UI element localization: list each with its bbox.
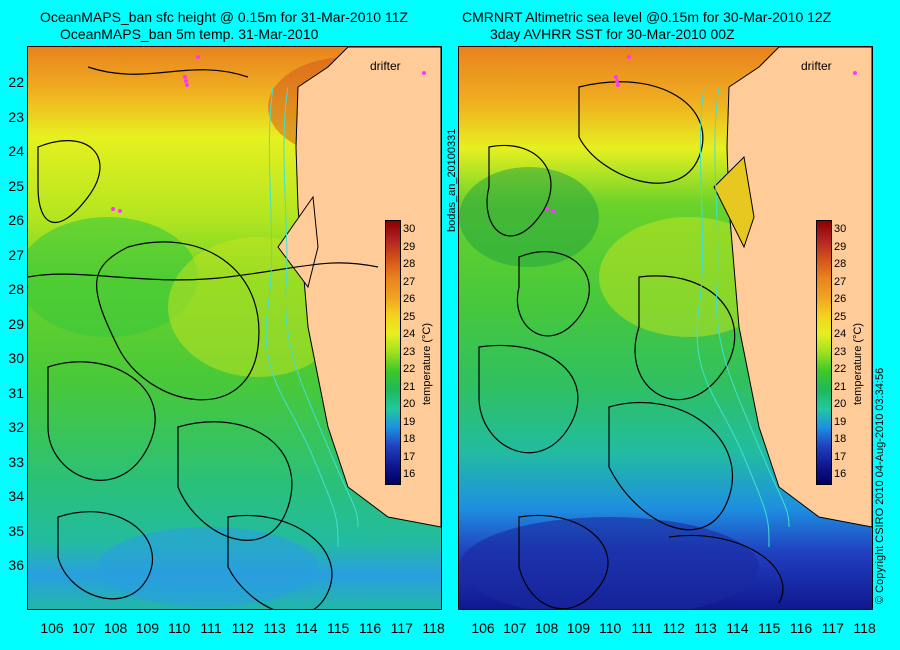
- credit-label: © Copyright CSIRO 2010 04-Aug-2010 03:34…: [874, 367, 886, 604]
- colorbar-tick-label: 16: [403, 468, 416, 480]
- colorbar-tick-label: 25: [834, 310, 847, 323]
- left-title-line1: OceanMAPS_ban sfc height @ 0.15m for 31-…: [40, 9, 409, 25]
- longitude-label: 115: [758, 620, 781, 636]
- colorbar-axis-label: temperature (°C): [421, 322, 433, 405]
- colorbar-gradient: [816, 220, 832, 485]
- colorbar-tick-label: 18: [403, 433, 416, 445]
- right-map-svg: [459, 47, 872, 609]
- latitude-label: 29: [8, 315, 24, 332]
- colorbar-tick-label: 16: [834, 468, 847, 480]
- longitude-label: 114: [295, 620, 318, 636]
- longitude-label: 113: [263, 620, 286, 636]
- colorbar-tick-label: 21: [403, 380, 416, 393]
- colorbar-tick-label: 19: [834, 415, 847, 428]
- latitude-label: 36: [8, 557, 24, 573]
- latitude-label: 23: [8, 108, 24, 125]
- longitude-label: 107: [503, 620, 527, 636]
- colorbar-tick-label: 27: [403, 275, 416, 288]
- latitude-label: 25: [8, 177, 24, 194]
- colorbar-gradient: [385, 220, 401, 485]
- colorbar-tick-label: 26: [834, 293, 847, 305]
- colorbar-tick-label: 23: [834, 345, 847, 358]
- right-title-line1: CMRNRT Altimetric sea level @0.15m for 3…: [462, 9, 832, 25]
- longitude-label: 116: [358, 620, 382, 636]
- longitude-label: 117: [821, 620, 844, 636]
- latitude-label: 22: [8, 74, 24, 90]
- longitude-label: 109: [135, 620, 160, 636]
- latitude-label: 33: [8, 453, 24, 470]
- colorbar-tick-label: 22: [403, 363, 416, 375]
- longitude-label: 112: [231, 620, 254, 636]
- longitude-label: 118: [422, 620, 445, 636]
- left-map-svg: [28, 47, 441, 609]
- longitude-label: 106: [40, 620, 64, 636]
- colorbar-tick-label: 30: [403, 223, 416, 235]
- longitude-label: 108: [103, 620, 128, 636]
- latitude-label: 35: [8, 522, 24, 539]
- left-contours: [28, 66, 379, 609]
- latitude-label: 32: [8, 419, 24, 435]
- colorbar-tick-label: 28: [403, 258, 416, 270]
- colorbar-tick-label: 19: [403, 415, 416, 428]
- colorbar-tick-label: 29: [834, 240, 847, 253]
- longitude-label: 117: [390, 620, 413, 636]
- colorbar-tick-label: 24: [403, 328, 416, 340]
- latitude-label: 27: [8, 246, 24, 263]
- colorbar-tick-label: 18: [834, 433, 847, 445]
- latitude-label: 24: [8, 143, 24, 159]
- latitude-label: 34: [8, 488, 24, 504]
- left-isobaths: [265, 86, 359, 548]
- longitude-label: 113: [694, 620, 717, 636]
- left-drifter-label: drifter: [370, 59, 401, 73]
- longitude-label: 109: [566, 620, 591, 636]
- longitude-label: 112: [662, 620, 685, 636]
- latitude-label: 28: [8, 281, 24, 297]
- latitude-label: 26: [8, 212, 24, 228]
- colorbar-tick-label: 17: [403, 450, 416, 463]
- longitude-label: 110: [168, 620, 191, 636]
- longitude-label: 108: [534, 620, 559, 636]
- right-title-line2: 3day AVHRR SST for 30-Mar-2010 00Z: [490, 26, 735, 42]
- latitude-label: 31: [8, 384, 24, 401]
- run-id-label: bodas_an_20100331: [446, 128, 458, 232]
- latitude-label: 30: [8, 350, 24, 366]
- right-drifter-label: drifter: [801, 59, 832, 73]
- left-map-panel: drifter: [27, 46, 442, 610]
- left-title-line2: OceanMAPS_ban 5m temp. 31-Mar-2010: [60, 26, 319, 42]
- left-drifters: [111, 55, 426, 213]
- right-map-panel: drifter: [458, 46, 873, 610]
- longitude-label: 107: [72, 620, 96, 636]
- right-contours: [478, 81, 784, 609]
- longitude-label: 114: [726, 620, 749, 636]
- longitude-label: 110: [599, 620, 622, 636]
- colorbar-tick-label: 22: [834, 363, 847, 375]
- colorbar-tick-label: 20: [834, 398, 847, 410]
- colorbar-axis-label: temperature (°C): [852, 322, 864, 405]
- longitude-label: 116: [789, 620, 813, 636]
- colorbar-tick-label: 23: [403, 345, 416, 358]
- colorbar-tick-label: 27: [834, 275, 847, 288]
- colorbar-tick-label: 28: [834, 258, 847, 270]
- colorbar-tick-label: 24: [834, 328, 847, 340]
- longitude-label: 106: [471, 620, 495, 636]
- right-drifters: [545, 55, 857, 213]
- longitude-label: 118: [853, 620, 876, 636]
- colorbar-tick-label: 26: [403, 293, 416, 305]
- colorbar-tick-label: 20: [403, 398, 416, 410]
- colorbar-tick-label: 29: [403, 240, 416, 253]
- longitude-label: 115: [327, 620, 350, 636]
- longitude-label: 111: [200, 620, 222, 636]
- colorbar-tick-label: 30: [834, 223, 847, 235]
- colorbar-tick-label: 25: [403, 310, 416, 323]
- right-isobaths: [696, 86, 790, 548]
- colorbar-tick-label: 17: [834, 450, 847, 463]
- colorbar-tick-label: 21: [834, 380, 847, 393]
- longitude-label: 111: [631, 620, 653, 636]
